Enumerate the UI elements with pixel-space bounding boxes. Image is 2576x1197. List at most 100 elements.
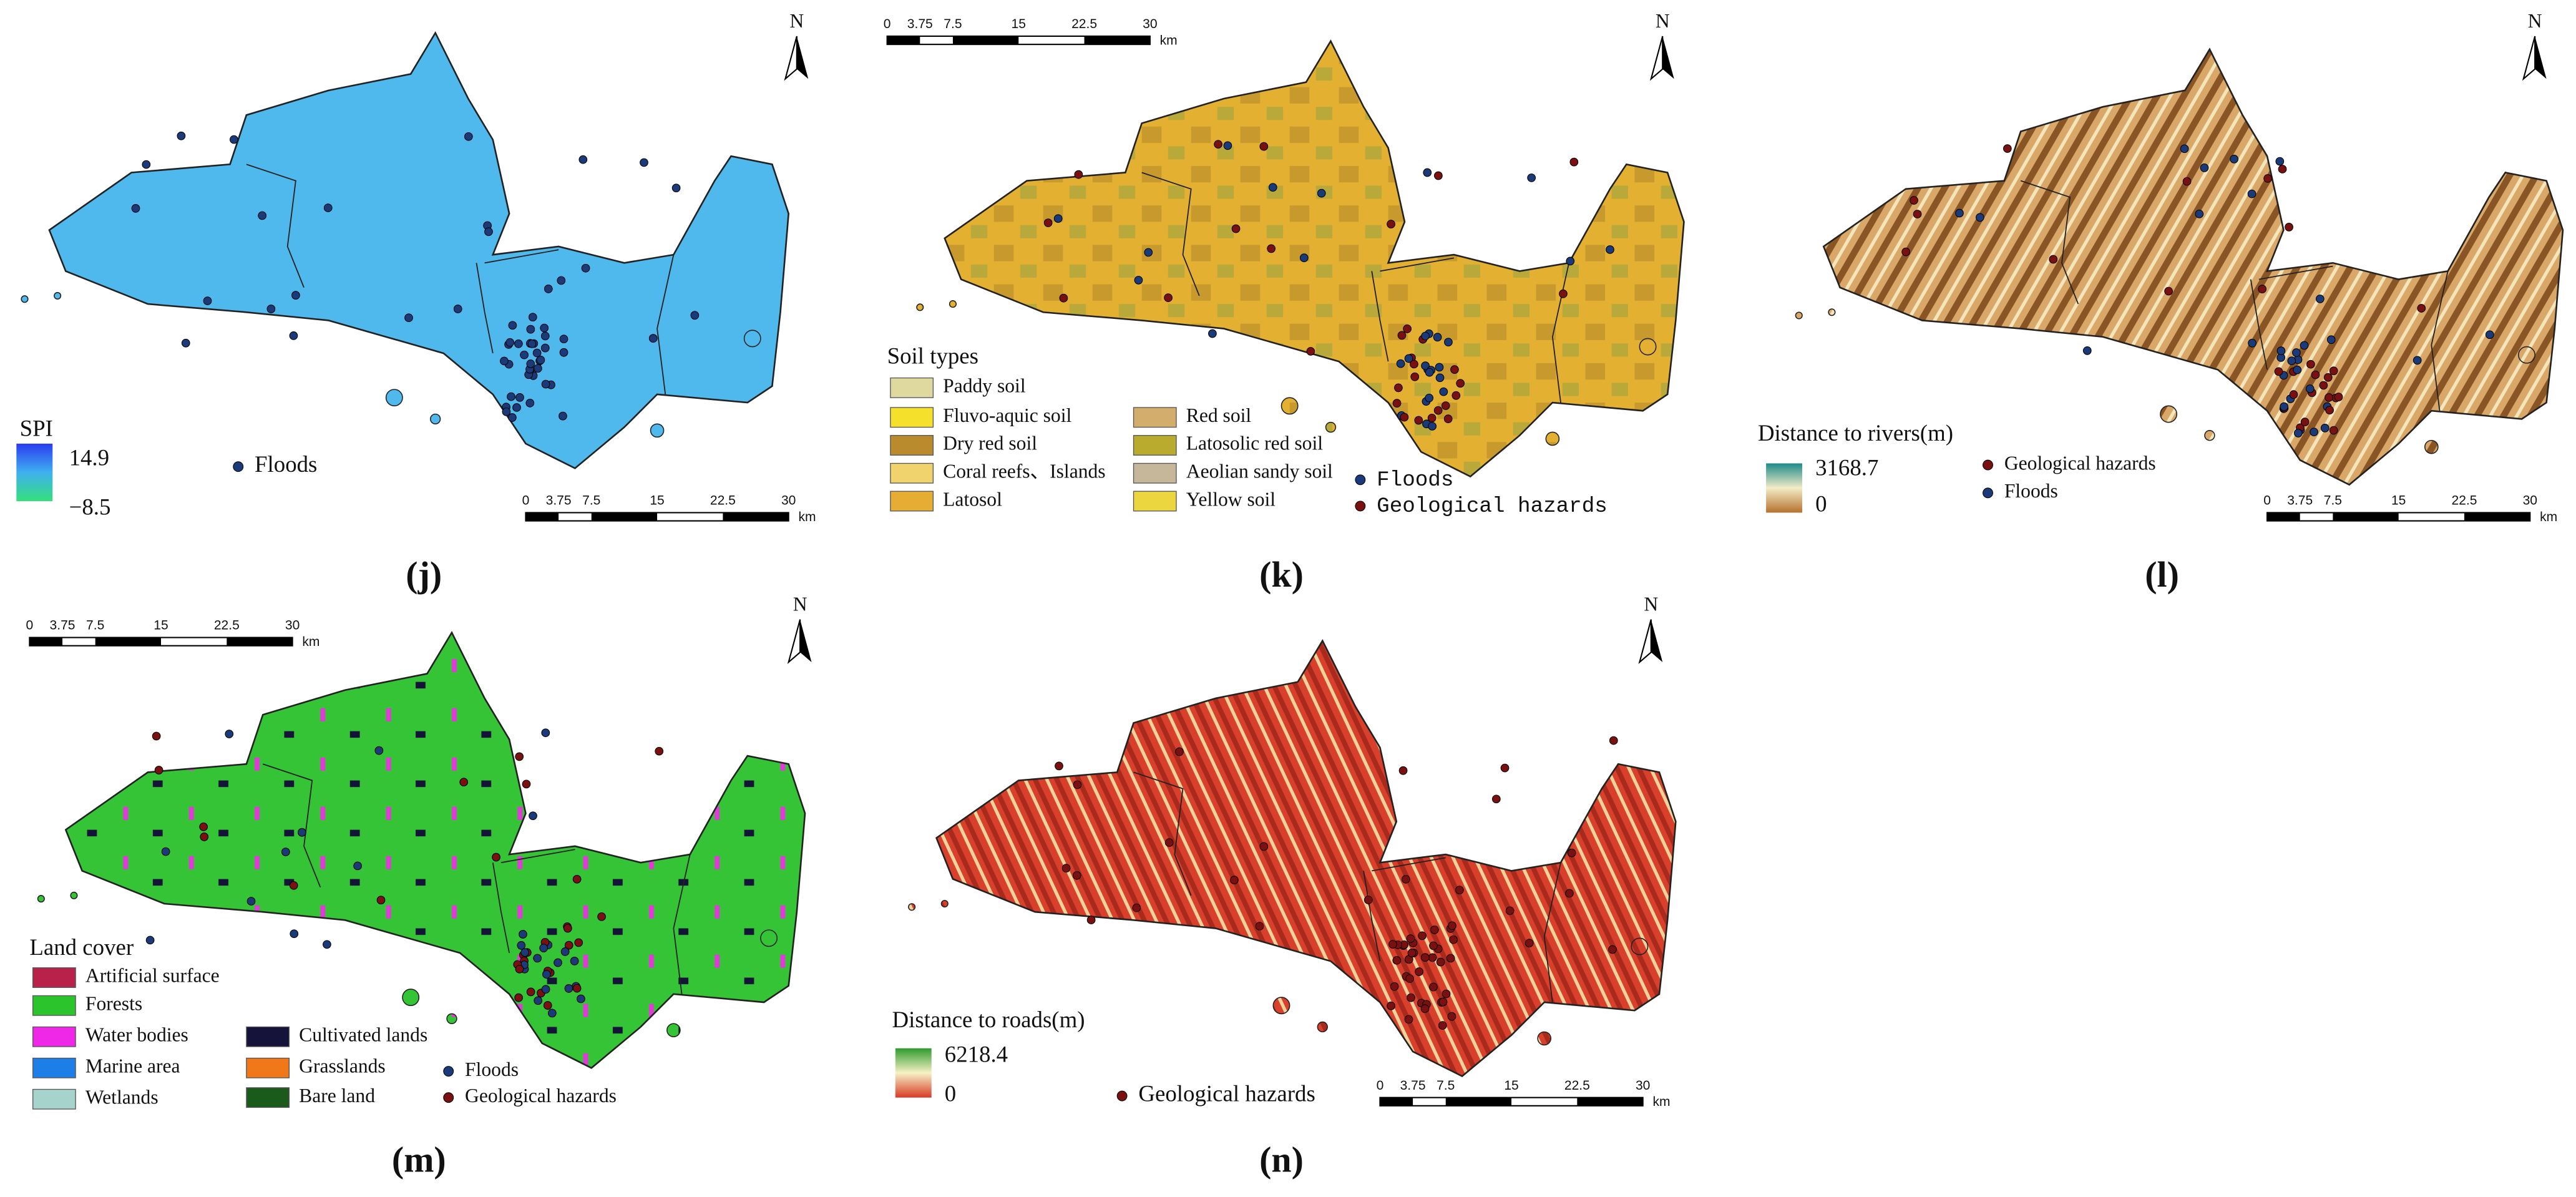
hazard-point [577,994,585,1004]
district-border [1380,257,1455,272]
hazard-point [131,204,140,213]
hazard-point [519,930,527,939]
hazard-point [541,379,550,389]
scale-tick: 7.5 [582,494,600,508]
hazard-point [526,987,535,997]
panel-label: (k) [1259,554,1304,595]
hazard-point [1901,247,1910,256]
hazard-point [200,833,209,841]
legend-min: −8.5 [69,494,111,520]
legend-item: Fluvo-aquic soil [943,404,1071,426]
hazard-point [1423,168,1432,177]
legend-point [1116,1090,1128,1102]
north-arrow [784,36,798,81]
scale-segment [525,512,559,521]
hazard-point [542,970,551,979]
hazard-point [1429,982,1438,992]
hazard-point [1569,157,1579,167]
hazard-point [323,203,333,212]
legend-point-label: Floods [2004,480,2058,502]
scale-unit: km [1160,33,1178,47]
scale-segment [2333,512,2399,521]
hazard-point [1565,889,1574,898]
hazard-point [203,296,212,305]
island [37,895,45,903]
legend-min: 0 [945,1080,956,1106]
hazard-point [1450,365,1459,374]
hazard-point [1317,188,1326,198]
hazard-point [564,940,573,950]
hazard-point [559,411,567,421]
hazard-point [2263,174,2272,183]
scale-tick: 22.5 [2451,494,2477,508]
hazard-point [1410,359,1418,369]
north-label: N [793,594,807,615]
hazard-point [1559,289,1568,298]
hazard-point [2289,390,2298,399]
hazard-point [181,338,190,348]
legend-swatch [32,967,76,988]
hazard-point [564,984,573,993]
hazard-point [2300,418,2310,426]
region [1822,47,2564,486]
hazard-point [581,263,590,273]
hazard-point [559,348,568,357]
hazard-point [1164,838,1174,847]
north-arrow [1651,619,1663,663]
hazard-point [1397,331,1407,340]
island [1325,421,1337,433]
island [1272,997,1290,1015]
hazard-point [2306,359,2315,369]
hazard-point [1608,945,1617,954]
hazard-point [1405,974,1414,983]
hazard-point [540,343,550,353]
legend-point [1355,474,1366,486]
hazard-point [374,746,384,755]
scale-unit: km [798,510,816,524]
hazard-point [464,132,473,141]
north-label: N [789,10,804,32]
hazard-point [648,334,658,343]
legend-swatch [890,491,934,512]
island [429,413,441,425]
hazard-point [1306,347,1315,356]
hazard-point [540,331,550,341]
island [916,303,924,311]
hazard-point [1435,373,1445,383]
hazard-point [2320,424,2330,432]
scale-tick: 3.75 [1400,1078,1426,1093]
legend-title: Distance to rivers(m) [1758,420,1953,446]
legend-max: 6218.4 [945,1041,1008,1067]
north-arrow [1649,36,1664,81]
district-border [246,164,305,288]
legend-point [1983,487,1993,499]
island [2424,439,2439,454]
north-arrow [2522,36,2536,81]
legend-gradient [16,443,53,502]
hazard-point [290,929,299,939]
hazard-point [1072,871,1081,880]
hazard-point [1443,414,1453,423]
hazard-point [1427,413,1437,423]
scale-tick: 7.5 [86,618,104,633]
north-arrow [1638,619,1652,665]
district-border [1363,871,1381,962]
scale-tick: 0 [2263,494,2271,508]
scale-tick: 22.5 [214,618,240,633]
legend-swatch [890,435,934,456]
hazard-point [1425,393,1433,403]
scale-tick: 30 [1143,17,1157,31]
hazard-point [508,413,517,422]
hazard-point [2323,373,2333,382]
district-border [1551,263,1570,403]
hazard-point [2311,370,2320,379]
hazard-point [1433,406,1443,415]
hazard-point [572,874,582,884]
hazard-point [1086,916,1096,924]
legend-swatch [1133,407,1177,428]
island [21,295,29,303]
hazard-point [640,158,648,167]
legend-swatch [1133,491,1177,512]
hazard-point [1433,333,1442,342]
hazard-point [2247,189,2256,198]
